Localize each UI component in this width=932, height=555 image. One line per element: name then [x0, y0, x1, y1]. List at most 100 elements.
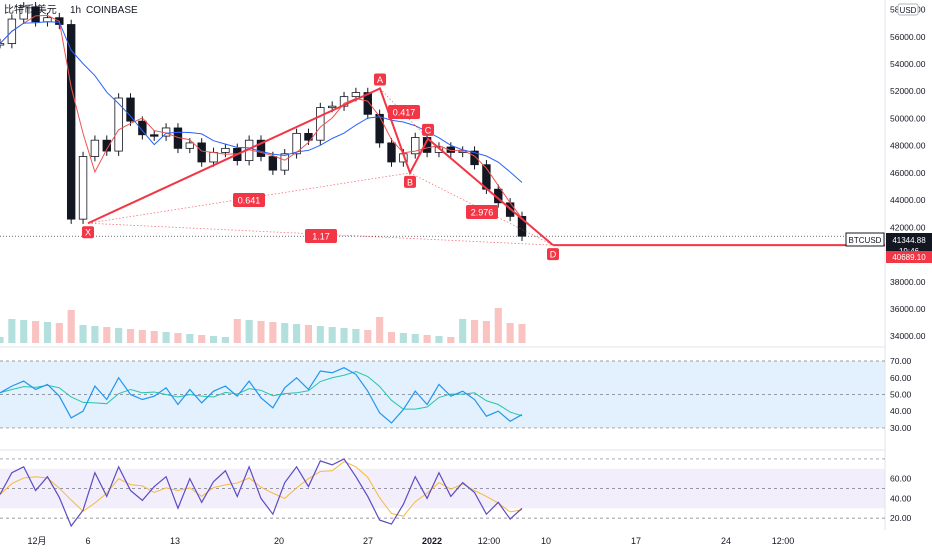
ratio-badge: [388, 105, 420, 119]
pattern-legs[interactable]: [87, 87, 554, 246]
price-tick-label: 48000.00: [890, 141, 926, 151]
candle[interactable]: [221, 147, 230, 153]
volume-bar: [0, 337, 4, 343]
volume-bar: [447, 337, 455, 343]
time-tick-label: 12:00: [772, 536, 795, 546]
candle[interactable]: [90, 139, 100, 157]
candle[interactable]: [327, 105, 337, 109]
volume-bar: [459, 319, 467, 343]
candle[interactable]: [102, 139, 111, 152]
currency-badge[interactable]: [897, 3, 919, 16]
ratio-label: 0.417: [393, 108, 416, 118]
symbol-tag-label: BTCUSD: [849, 236, 882, 245]
volume-bar: [316, 326, 324, 343]
volume-bar: [162, 332, 170, 343]
volume-bar: [126, 329, 135, 343]
volume-bar: [304, 325, 313, 343]
candle[interactable]: [351, 92, 361, 98]
candle[interactable]: [387, 142, 396, 163]
harmonic-pattern[interactable]: X A B C D 0.641 0.417 2.976 1.17: [82, 73, 885, 261]
rsi-plot[interactable]: [0, 360, 885, 429]
price-tick-label: 46000.00: [890, 168, 926, 178]
candle[interactable]: [78, 156, 88, 220]
volume-bar: [482, 321, 490, 343]
candle[interactable]: [446, 146, 456, 153]
rsi-band: [0, 361, 885, 428]
volume-bar: [328, 327, 336, 343]
interval-label[interactable]: 1h: [70, 5, 81, 16]
candle[interactable]: [268, 156, 278, 171]
time-tick-label: 2022: [422, 536, 442, 546]
pattern-point-label: X: [85, 228, 91, 238]
stoch-d-line: [0, 460, 523, 517]
price-plot[interactable]: [0, 2, 885, 343]
candle[interactable]: [185, 142, 195, 149]
candle[interactable]: [375, 113, 384, 144]
candle[interactable]: [0, 43, 5, 46]
pattern-point-b[interactable]: [404, 175, 416, 188]
volume-bar: [8, 319, 16, 343]
time-tick-label: 27: [363, 536, 373, 546]
candle[interactable]: [316, 107, 325, 141]
volume-bar: [411, 334, 419, 343]
symbol-label[interactable]: 比特币/美元: [4, 3, 57, 16]
volume-bar: [423, 335, 431, 343]
candle[interactable]: [150, 134, 159, 137]
candle[interactable]: [126, 97, 135, 122]
volume-bar: [138, 330, 146, 343]
candle[interactable]: [280, 153, 289, 171]
time-tick-label: 17: [631, 536, 641, 546]
stoch-k-line[interactable]: [0, 458, 523, 528]
pattern-point-d[interactable]: [547, 248, 559, 261]
time-axis[interactable]: 12月 6 13 20 27 2022 12:00 10 17 24 12:00: [27, 536, 794, 546]
exchange-label: COINBASE: [86, 5, 138, 16]
ratio-badge: [233, 193, 265, 207]
volume-bar: [399, 333, 407, 343]
candle[interactable]: [470, 150, 479, 166]
price-tick-label: 38000.00: [890, 277, 926, 287]
price-tick-label: 36000.00: [890, 304, 926, 314]
pattern-point-a[interactable]: [374, 73, 386, 86]
candle[interactable]: [197, 142, 206, 163]
pattern-point-x[interactable]: [82, 226, 94, 239]
volume-bar: [186, 334, 194, 343]
candle[interactable]: [138, 120, 147, 136]
time-tick-label: 24: [721, 536, 731, 546]
volume-bar: [174, 333, 182, 343]
volume-bar: [340, 328, 348, 343]
volume-bar: [494, 308, 502, 343]
volume-bar: [79, 325, 87, 343]
candle[interactable]: [209, 152, 218, 163]
ratio-badge: [305, 229, 337, 243]
price-tick-label: 42000.00: [890, 222, 926, 232]
time-tick-label: 12月: [27, 536, 46, 546]
stoch-tick-label: 20.00: [890, 513, 912, 523]
currency-badge-label: USD: [900, 6, 917, 15]
pattern-point-c[interactable]: [422, 123, 434, 136]
candle[interactable]: [292, 132, 301, 155]
candle[interactable]: [19, 6, 28, 20]
volume-bar: [43, 322, 52, 343]
price-axis[interactable]: 58000.0056000.0054000.0052000.0050000.00…: [890, 5, 926, 342]
rsi-line[interactable]: [0, 367, 523, 424]
candle[interactable]: [363, 92, 372, 115]
stoch-tick-label: 60.00: [890, 474, 912, 484]
sma-slow-line: [0, 21, 523, 183]
candle[interactable]: [114, 97, 123, 152]
pattern-ratio-line: [87, 222, 554, 246]
rsi-tick-label: 50.00: [890, 389, 912, 399]
candle[interactable]: [66, 24, 76, 220]
time-tick-label: 12:00: [478, 536, 501, 546]
volume-bar: [376, 317, 384, 343]
sma-fast-line: [0, 14, 523, 219]
candle[interactable]: [256, 139, 266, 157]
pattern-point-label: D: [550, 250, 557, 260]
candle[interactable]: [31, 6, 40, 23]
stoch-plot[interactable]: [0, 458, 885, 528]
price-tick-label: 44000.00: [890, 195, 926, 205]
volume-bar: [470, 320, 479, 343]
candle[interactable]: [43, 17, 52, 23]
time-tick-label: 13: [170, 536, 180, 546]
candle[interactable]: [411, 137, 420, 155]
